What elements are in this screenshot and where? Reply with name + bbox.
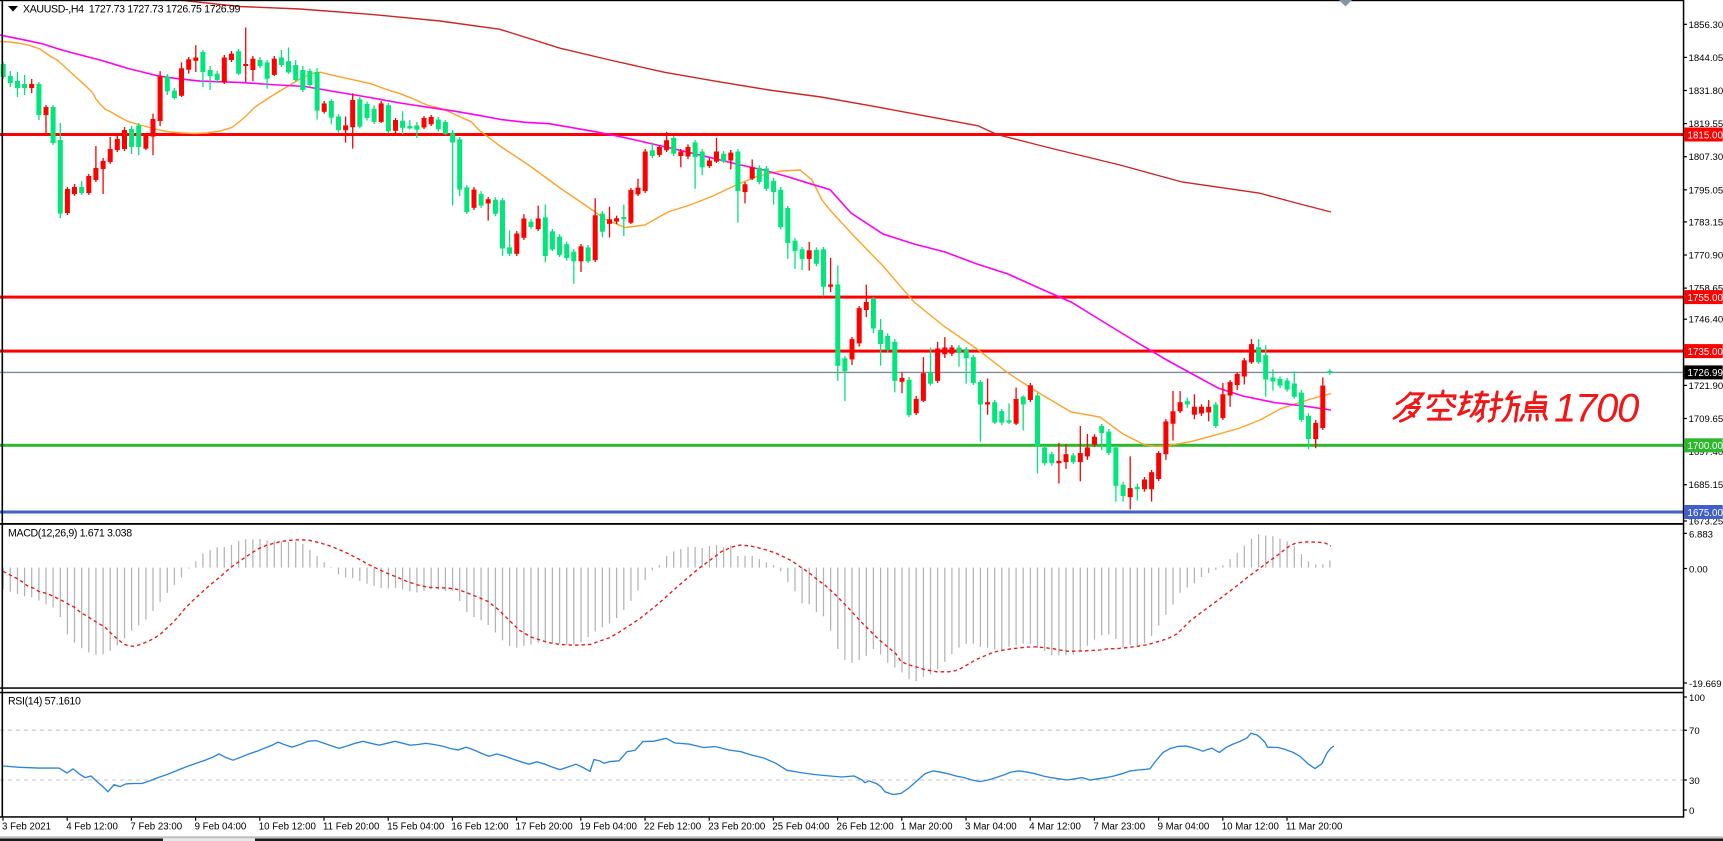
svg-text:1856.30: 1856.30: [1689, 20, 1723, 31]
svg-text:9 Mar 04:00: 9 Mar 04:00: [1158, 822, 1210, 833]
svg-text:RSI(14) 57.1610: RSI(14) 57.1610: [8, 696, 81, 708]
svg-text:22 Feb 12:00: 22 Feb 12:00: [644, 822, 702, 833]
svg-text:11 Mar 20:00: 11 Mar 20:00: [1286, 822, 1343, 833]
svg-text:3 Mar 04:00: 3 Mar 04:00: [965, 822, 1017, 833]
svg-text:XAUUSD-,H4 1727.73 1727.73 17: XAUUSD-,H4 1727.73 1727.73 1726.75 1726.…: [23, 4, 240, 16]
svg-text:10 Feb 12:00: 10 Feb 12:00: [259, 822, 317, 833]
svg-text:1755.00: 1755.00: [1688, 293, 1723, 304]
svg-text:70: 70: [1689, 726, 1700, 737]
svg-text:9 Feb 04:00: 9 Feb 04:00: [195, 822, 247, 833]
svg-text:-19.669: -19.669: [1689, 679, 1722, 690]
svg-text:11 Feb 20:00: 11 Feb 20:00: [323, 822, 380, 833]
svg-text:1815.00: 1815.00: [1688, 130, 1723, 141]
svg-text:6.883: 6.883: [1689, 529, 1713, 540]
svg-text:1700.00: 1700.00: [1688, 441, 1723, 452]
svg-text:1700: 1700: [1554, 387, 1639, 431]
svg-text:7 Mar 23:00: 7 Mar 23:00: [1093, 822, 1145, 833]
svg-text:4 Mar 12:00: 4 Mar 12:00: [1029, 822, 1081, 833]
svg-text:1758.65: 1758.65: [1689, 284, 1723, 295]
svg-text:1 Mar 20:00: 1 Mar 20:00: [901, 822, 953, 833]
svg-text:17 Feb 20:00: 17 Feb 20:00: [516, 822, 574, 833]
svg-text:15 Feb 04:00: 15 Feb 04:00: [387, 822, 445, 833]
svg-text:16 Feb 12:00: 16 Feb 12:00: [451, 822, 509, 833]
svg-text:23 Feb 20:00: 23 Feb 20:00: [708, 822, 766, 833]
svg-text:10 Mar 12:00: 10 Mar 12:00: [1222, 822, 1280, 833]
svg-text:1721.90: 1721.90: [1689, 381, 1723, 392]
svg-text:1844.05: 1844.05: [1689, 53, 1723, 64]
svg-text:1831.80: 1831.80: [1689, 86, 1723, 97]
svg-text:19 Feb 04:00: 19 Feb 04:00: [580, 822, 638, 833]
svg-text:MACD(12,26,9) 1.671 3.038: MACD(12,26,9) 1.671 3.038: [8, 528, 132, 540]
svg-text:30: 30: [1689, 776, 1700, 787]
svg-text:1746.40: 1746.40: [1689, 315, 1723, 326]
svg-text:1783.15: 1783.15: [1689, 217, 1723, 228]
svg-text:1807.30: 1807.30: [1689, 152, 1723, 163]
svg-text:4 Feb 12:00: 4 Feb 12:00: [66, 822, 118, 833]
svg-text:100: 100: [1689, 693, 1705, 704]
svg-text:1795.05: 1795.05: [1689, 185, 1723, 196]
svg-text:1673.25: 1673.25: [1689, 517, 1723, 528]
svg-text:7 Feb 23:00: 7 Feb 23:00: [130, 822, 182, 833]
svg-text:1685.15: 1685.15: [1689, 480, 1723, 491]
svg-text:1709.65: 1709.65: [1689, 414, 1723, 425]
svg-text:1675.00: 1675.00: [1688, 508, 1723, 519]
svg-text:1819.55: 1819.55: [1689, 119, 1723, 130]
svg-text:0.00: 0.00: [1689, 565, 1708, 576]
svg-text:3 Feb 2021: 3 Feb 2021: [2, 822, 51, 833]
svg-text:1770.90: 1770.90: [1689, 251, 1723, 262]
svg-text:1697.40: 1697.40: [1689, 447, 1723, 458]
svg-text:1735.00: 1735.00: [1688, 347, 1723, 358]
svg-text:0: 0: [1689, 806, 1694, 817]
svg-text:1726.99: 1726.99: [1688, 368, 1723, 379]
svg-text:26 Feb 12:00: 26 Feb 12:00: [837, 822, 895, 833]
svg-text:25 Feb 04:00: 25 Feb 04:00: [772, 822, 830, 833]
